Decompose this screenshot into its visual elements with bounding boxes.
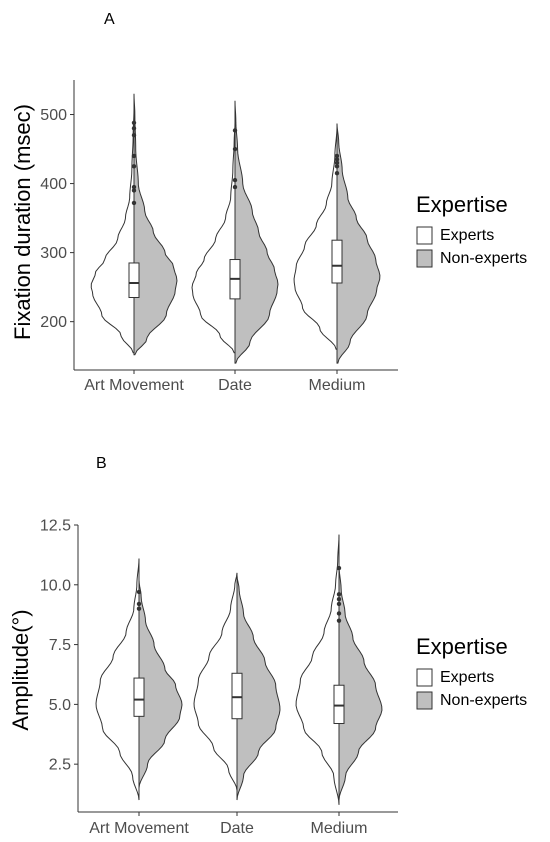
outlier-point: [131, 164, 137, 169]
y-axis-title: Fixation duration (msec): [10, 104, 35, 340]
x-tick-label: Date: [218, 377, 252, 394]
outlier-point: [336, 592, 342, 597]
outlier-point: [336, 618, 342, 623]
outlier-point: [131, 153, 137, 159]
x-tick-label: Medium: [309, 377, 366, 394]
outlier-point: [336, 596, 342, 602]
panel-label: B: [96, 455, 107, 472]
y-tick-label: 5.0: [49, 697, 71, 714]
y-tick-label: 10.0: [40, 577, 71, 594]
outlier-point: [232, 128, 238, 133]
legend-swatch: [416, 226, 433, 245]
legend-entry: Experts: [440, 227, 494, 244]
outlier-point: [136, 601, 142, 607]
panel-label: A: [104, 11, 115, 28]
boxplot-0: [133, 589, 145, 769]
outlier-point: [334, 171, 340, 176]
outlier-point: [131, 188, 137, 193]
outlier-point: [334, 157, 340, 162]
boxplot-1: [231, 606, 243, 769]
y-tick-label: 300: [40, 245, 67, 262]
outlier-point: [131, 133, 137, 138]
violin-non-experts-0: [138, 579, 183, 789]
violin-experts-1: [193, 572, 238, 791]
box: [231, 672, 243, 720]
outlier-point: [336, 601, 342, 607]
violin-non-experts-2: [338, 565, 383, 801]
outlier-point: [131, 120, 137, 126]
y-tick-label: 500: [40, 107, 67, 124]
box: [333, 684, 345, 725]
y-axis-title: Amplitude(°): [8, 609, 33, 730]
x-tick-label: Medium: [311, 820, 368, 837]
legend-entry: Experts: [440, 669, 494, 686]
box: [133, 677, 145, 717]
outlier-point: [334, 153, 340, 159]
boxplot-2: [333, 565, 345, 774]
outlier-point: [336, 611, 342, 616]
panel-b: B 2.5 5.0 7.5 10.0 12.5 Art Movement Date Medium…: [8, 455, 527, 837]
outlier-point: [131, 184, 137, 190]
legend-entry: Non-experts: [440, 250, 527, 267]
x-tick-label: Art Movement: [89, 820, 189, 837]
y-tick-label: 200: [40, 314, 67, 331]
legend: Expertise Experts Non-experts: [416, 192, 527, 268]
violin-non-experts-2: [336, 123, 381, 364]
boxplot-0: [128, 120, 140, 328]
violin-experts-2: [295, 534, 340, 805]
y-tick-label: 7.5: [49, 637, 71, 654]
boxplot-2: [331, 153, 343, 329]
x-tick-label: Date: [220, 820, 254, 837]
legend-swatch: [416, 691, 433, 710]
legend: Expertise Experts Non-experts: [416, 634, 527, 710]
legend-title: Expertise: [416, 192, 508, 217]
outlier-point: [334, 160, 340, 166]
violin-experts-0: [95, 558, 140, 801]
legend-swatch: [416, 249, 433, 268]
violin-experts-1: [191, 122, 236, 354]
outlier-point: [131, 126, 137, 131]
outlier-point: [136, 606, 142, 611]
box: [128, 262, 140, 299]
outlier-point: [232, 177, 238, 183]
outlier-point: [334, 164, 340, 169]
outlier-point: [136, 589, 142, 595]
outlier-point: [336, 565, 342, 571]
panel-a: A 200 300 400 500 Art Movement Date Medium Fixat…: [10, 11, 527, 394]
violin-experts-2: [293, 126, 338, 350]
legend-swatch: [416, 668, 433, 687]
outlier-point: [131, 200, 137, 206]
x-tick-label: Art Movement: [84, 377, 184, 394]
box: [331, 239, 343, 284]
violin-experts-0: [90, 108, 135, 354]
legend-title: Expertise: [416, 634, 508, 659]
violin-non-experts-1: [234, 100, 279, 364]
outlier-point: [232, 184, 238, 190]
boxplot-1: [229, 128, 241, 335]
violin-non-experts-0: [133, 93, 178, 356]
y-tick-label: 400: [40, 176, 67, 193]
legend-entry: Non-experts: [440, 692, 527, 709]
violin-non-experts-1: [236, 575, 281, 801]
y-tick-label: 2.5: [49, 757, 71, 774]
y-tick-label: 12.5: [40, 518, 71, 535]
outlier-point: [232, 146, 238, 152]
